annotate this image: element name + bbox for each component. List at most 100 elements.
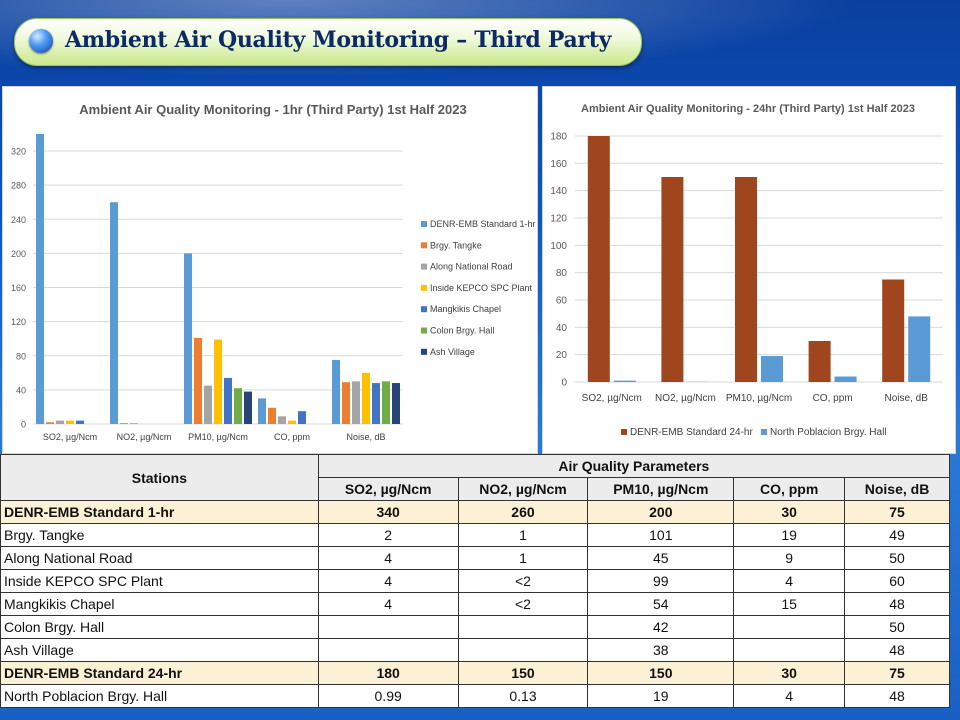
value-cell: 200 (587, 500, 735, 524)
value-cell (733, 638, 846, 662)
value-cell: 180 (317, 661, 459, 685)
x-category-label: Noise, dB (885, 393, 929, 404)
x-category-label: Noise, dB (346, 432, 385, 442)
legend-label: North Poblacion Brgy. Hall (770, 427, 887, 438)
y-tick-label: 320 (11, 147, 26, 157)
y-tick-label: 80 (556, 268, 568, 279)
bar-1-2 (761, 356, 783, 382)
station-name: Mangkikis Chapel (0, 592, 319, 616)
value-cell: 38 (587, 638, 735, 662)
value-cell: 1 (457, 546, 589, 570)
station-name: North Poblacion Brgy. Hall (0, 684, 319, 708)
legend-label: DENR-EMB Standard 1-hr (430, 219, 536, 229)
bar-3-0 (66, 420, 74, 424)
legend-swatch (421, 284, 427, 291)
value-cell: 1 (457, 523, 589, 547)
y-tick-label: 280 (11, 181, 26, 191)
value-cell: 50 (844, 546, 950, 570)
value-cell: 30 (733, 661, 846, 685)
bar-1-1 (120, 423, 128, 424)
column-header: SO2, µg/Ncm (317, 477, 459, 501)
bar-1-2 (194, 337, 202, 424)
bar-3-3 (288, 420, 296, 424)
station-row: Along National Road 4 1 45 9 50 (0, 546, 950, 570)
chart-24hr-panel: Ambient Air Quality Monitoring - 24hr (T… (542, 86, 956, 454)
y-tick-label: 0 (21, 420, 26, 430)
bar-1-4 (342, 382, 350, 424)
value-cell: 4 (317, 569, 459, 593)
bar-1-4 (908, 316, 931, 382)
value-cell (317, 615, 459, 639)
column-header: Noise, dB (844, 477, 950, 501)
bar-0-2 (735, 177, 757, 382)
slide-title-banner: Ambient Air Quality Monitoring – Third P… (14, 18, 642, 66)
bar-2-4 (352, 381, 360, 424)
stations-header: Stations (0, 454, 319, 501)
value-cell (457, 615, 589, 639)
value-cell: 48 (844, 592, 950, 616)
bar-1-0 (46, 422, 54, 424)
bar-1-0 (613, 380, 636, 382)
x-category-label: CO, ppm (813, 393, 853, 404)
value-cell: 42 (587, 615, 735, 639)
bar-0-4 (882, 279, 905, 382)
y-tick-label: 240 (11, 215, 26, 225)
column-header: NO2, µg/Ncm (457, 477, 589, 501)
x-category-label: CO, ppm (274, 432, 310, 442)
legend-label: Inside KEPCO SPC Plant (430, 283, 533, 293)
station-name: Along National Road (0, 546, 319, 570)
bar-0-3 (258, 398, 266, 424)
bar-0-3 (808, 341, 831, 382)
bar-2-2 (204, 385, 212, 424)
bar-0-2 (184, 253, 192, 424)
column-header-row: SO2, µg/Ncm NO2, µg/Ncm PM10, µg/Ncm CO, pp… (1, 477, 950, 501)
value-cell: 54 (587, 592, 735, 616)
bar-0-0 (587, 136, 610, 382)
bar-4-3 (298, 411, 306, 424)
value-cell: 150 (457, 661, 589, 685)
value-cell: 75 (844, 661, 950, 685)
bar-0-0 (36, 134, 44, 424)
y-tick-label: 160 (550, 159, 567, 170)
value-cell: 48 (844, 638, 950, 662)
y-tick-label: 80 (16, 351, 26, 361)
station-name: Inside KEPCO SPC Plant (0, 569, 319, 593)
value-cell: 0.13 (457, 684, 589, 708)
bar-4-2 (224, 377, 232, 424)
legend-label: Brgy. Tangke (430, 240, 482, 250)
value-cell: 9 (733, 546, 846, 570)
y-tick-label: 120 (550, 214, 567, 225)
station-name: DENR-EMB Standard 1-hr (0, 500, 319, 524)
table-body: DENR-EMB Standard 1-hr 340 260 200 30 75 Brgy.… (0, 500, 950, 708)
legend-swatch (621, 429, 627, 435)
value-cell: 19 (587, 684, 735, 708)
bar-4-4 (372, 383, 380, 424)
station-row: Brgy. Tangke 2 1 101 19 49 (0, 523, 950, 547)
value-cell: 4 (733, 684, 846, 708)
value-cell: 60 (844, 569, 950, 593)
y-tick-label: 100 (550, 241, 567, 252)
chart-1hr-panel: Ambient Air Quality Monitoring - 1hr (Th… (2, 86, 538, 454)
bar-2-1 (130, 423, 138, 424)
y-tick-label: 160 (11, 283, 26, 293)
bar-0-1 (110, 202, 118, 424)
y-tick-label: 20 (556, 350, 568, 361)
value-cell: 99 (587, 569, 735, 593)
column-header: CO, ppm (733, 477, 846, 501)
value-cell: 19 (733, 523, 846, 547)
value-cell: 101 (587, 523, 735, 547)
value-cell: 260 (457, 500, 589, 524)
station-row: Mangkikis Chapel 4 <2 54 15 48 (0, 592, 950, 616)
bullet-orb-icon (29, 29, 53, 53)
x-category-label: SO2, µg/Ncm (582, 393, 642, 404)
y-tick-label: 40 (556, 323, 568, 334)
bar-3-4 (362, 372, 370, 424)
air-quality-table: Stations Air Quality Parameters SO2, µg/… (0, 454, 951, 708)
value-cell: 30 (733, 500, 846, 524)
x-category-label: PM10, µg/Ncm (188, 432, 248, 442)
bar-5-2 (234, 388, 242, 424)
legend-label: Colon Brgy. Hall (430, 326, 494, 336)
value-cell: 2 (317, 523, 459, 547)
legend-label: Ash Village (430, 347, 475, 357)
value-cell: 0.99 (317, 684, 459, 708)
